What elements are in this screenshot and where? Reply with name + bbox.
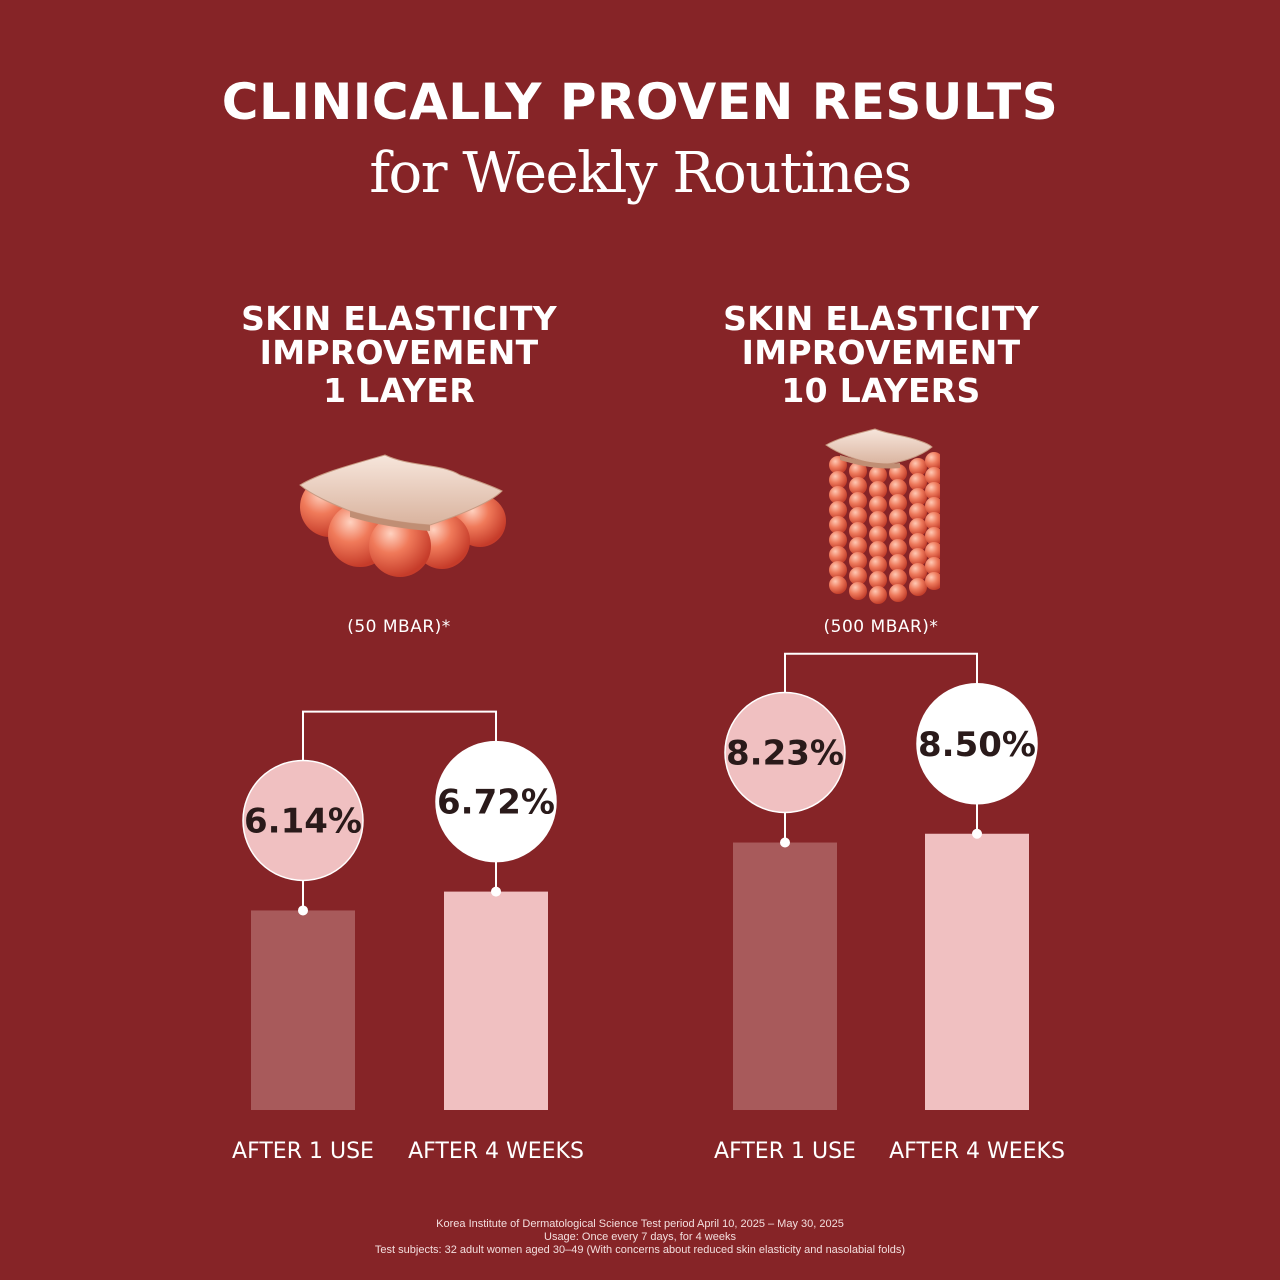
leader-dot [972, 828, 982, 839]
category-label: AFTER 4 WEEKS [889, 1139, 1065, 1164]
study-footnote: Korea Institute of Dermatological Scienc… [0, 1218, 1280, 1257]
data-label: 8.50% [918, 725, 1036, 765]
ten-layer-cells-icon [825, 428, 940, 604]
comparison-bracket [302, 710, 497, 761]
panel-heading-10-layers: SKIN ELASTICITY IMPROVEMENT 10 LAYERS [641, 302, 1121, 408]
value-bubble [435, 740, 557, 863]
pressure-label-1-layer: (50 MBAR)* [347, 617, 451, 637]
heading-line: IMPROVEMENT [741, 333, 1021, 372]
comparison-bracket [784, 652, 978, 693]
leader-dot [298, 905, 308, 916]
footnote-line: Test subjects: 32 adult women aged 30–49… [374, 1244, 906, 1256]
footnote-line: Usage: Once every 7 days, for 4 weeks [544, 1231, 736, 1243]
leader-dot [491, 886, 501, 897]
elasticity-bar-charts: 6.14% AFTER 1 USE 6.72% AFTER 4 WEEKS 8.23% A… [232, 652, 1065, 1164]
category-label: AFTER 1 USE [714, 1139, 856, 1164]
value-bubble [916, 683, 1038, 805]
page-title: CLINICALLY PROVEN RESULTS [221, 73, 1059, 131]
bar [733, 842, 837, 1110]
value-bubble [724, 691, 846, 814]
bar [925, 833, 1029, 1110]
leader-dot [780, 837, 790, 848]
heading-line: SKIN ELASTICITY [241, 299, 557, 338]
data-label: 6.72% [437, 783, 555, 823]
category-label: AFTER 4 WEEKS [408, 1139, 584, 1164]
pressure-label-10-layers: (500 MBAR)* [823, 617, 939, 637]
page-subtitle: for Weekly Routines [369, 141, 912, 206]
heading-line: SKIN ELASTICITY [723, 299, 1039, 338]
category-label: AFTER 1 USE [232, 1139, 374, 1164]
data-label: 6.14% [244, 801, 362, 841]
panel-heading-1-layer: SKIN ELASTICITY IMPROVEMENT 1 LAYER [159, 302, 639, 408]
value-bubble [242, 759, 364, 882]
heading-line: IMPROVEMENT [259, 333, 539, 372]
heading-line: 1 LAYER [323, 371, 475, 410]
bar [251, 910, 355, 1110]
footnote-line: Korea Institute of Dermatological Scienc… [436, 1218, 844, 1230]
heading-line: 10 LAYERS [781, 371, 981, 410]
single-layer-cells-icon [299, 454, 506, 577]
bar [444, 891, 548, 1110]
data-label: 8.23% [726, 734, 844, 774]
